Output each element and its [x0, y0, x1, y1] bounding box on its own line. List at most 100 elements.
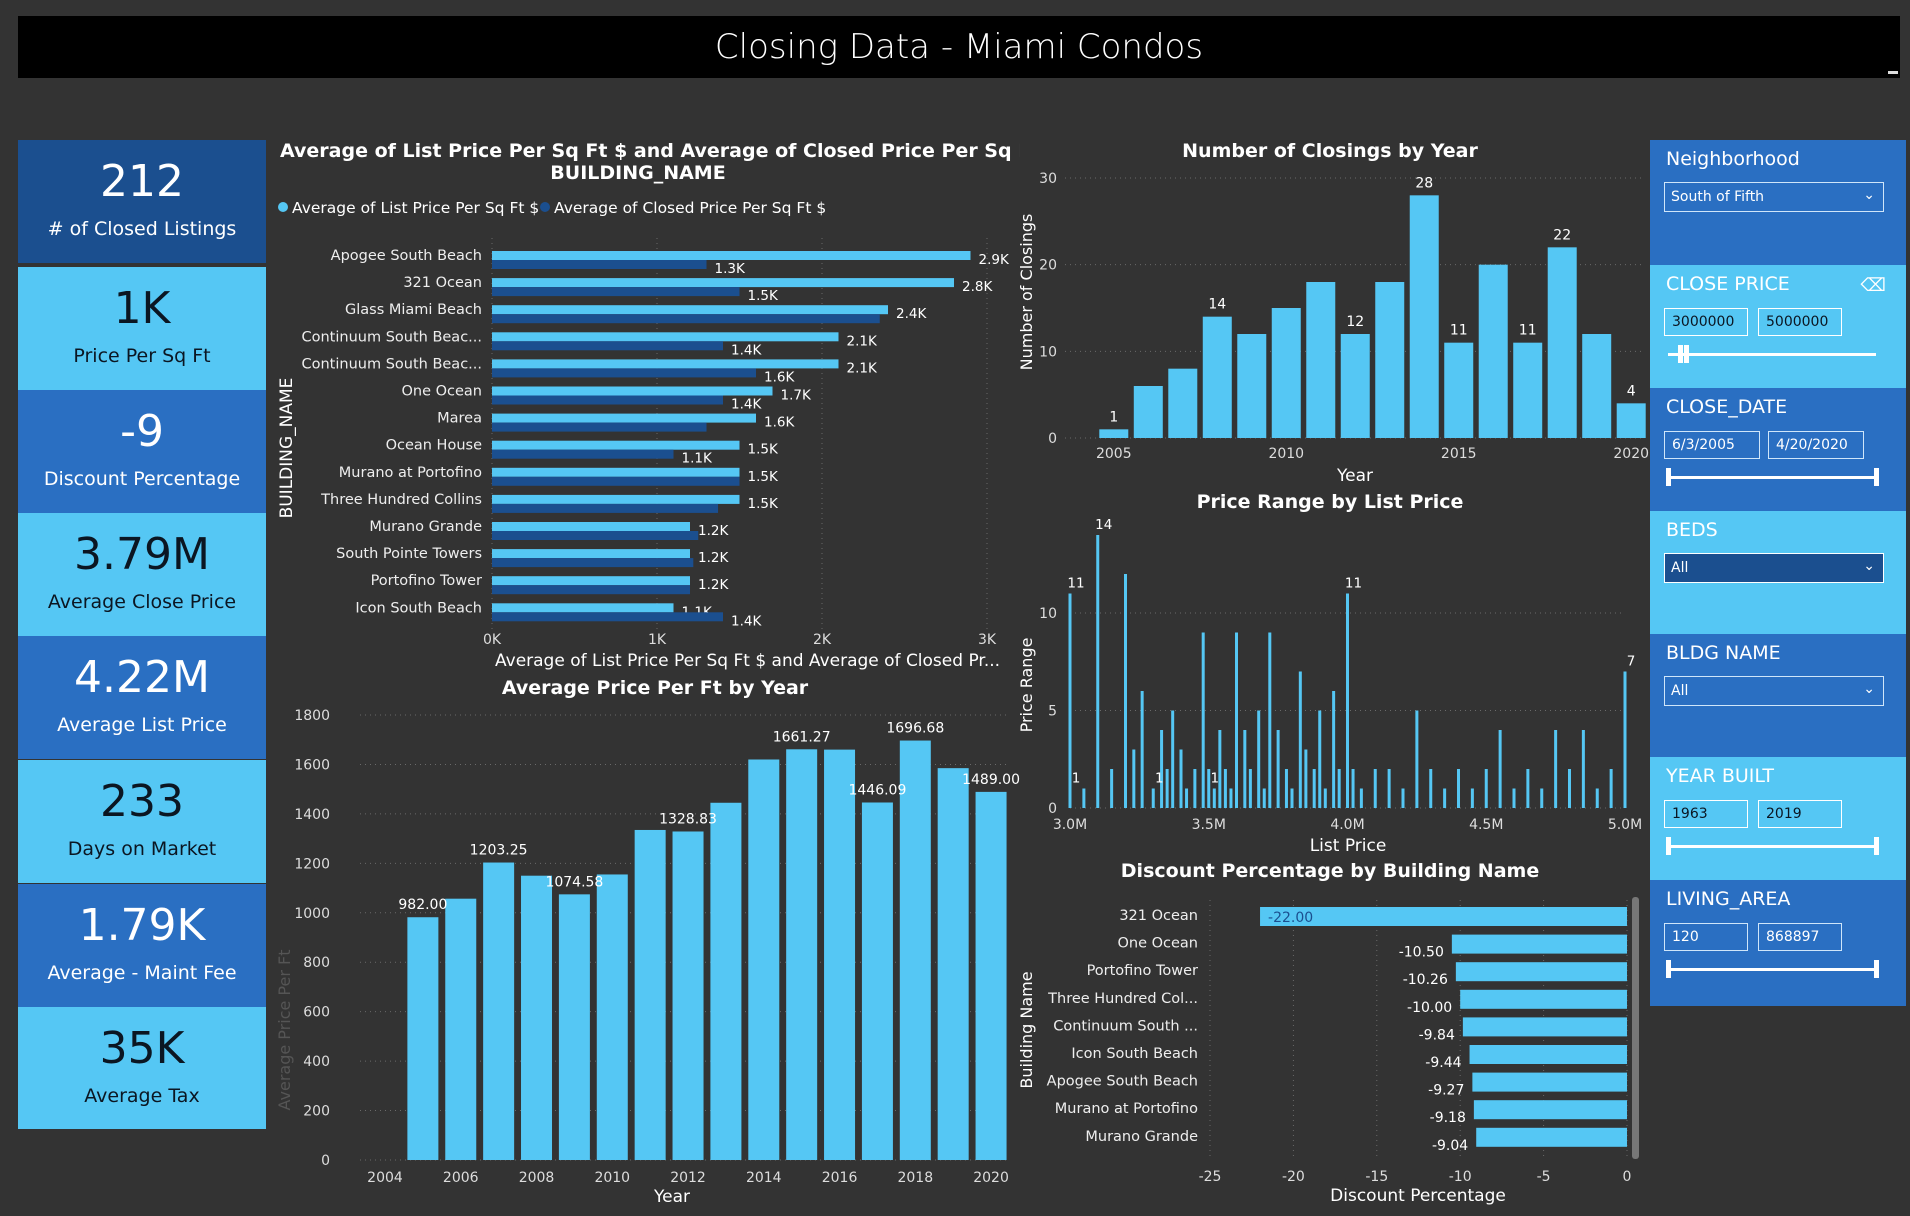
bar — [1218, 730, 1222, 808]
bar — [492, 287, 740, 297]
bar — [492, 449, 674, 459]
range-track[interactable] — [1668, 968, 1876, 971]
data-label: -9.44 — [1425, 1055, 1461, 1071]
y-tick-label: 600 — [303, 1005, 330, 1021]
bar — [710, 802, 742, 1160]
beds-dropdown[interactable]: All ⌄ — [1664, 553, 1884, 583]
x-tick-label: 4.5M — [1469, 817, 1503, 833]
range-handle-min[interactable] — [1666, 960, 1671, 978]
close-price-min-input[interactable]: 3000000 — [1664, 308, 1748, 336]
range-handle-min[interactable] — [1666, 837, 1671, 855]
range-handle-min[interactable] — [1678, 345, 1683, 363]
y-tick-label: 0 — [321, 1153, 330, 1169]
category-label: One Ocean — [1117, 936, 1198, 952]
close-date-start-input[interactable]: 6/3/2005 — [1664, 431, 1760, 459]
x-axis-label: Year — [653, 1187, 690, 1207]
legend-label: Average of Closed Price Per Sq Ft $ — [554, 199, 826, 217]
bar — [1409, 195, 1439, 438]
living-area-min-input[interactable]: 120 — [1664, 923, 1748, 951]
y-tick-label: 200 — [303, 1104, 330, 1120]
category-label: 321 Ocean — [1119, 908, 1198, 924]
bar — [1306, 282, 1336, 438]
data-label: -22.00 — [1268, 910, 1313, 926]
chevron-down-icon[interactable]: ⌄ — [1863, 558, 1875, 574]
gridlines — [491, 238, 988, 630]
bar — [492, 603, 674, 613]
category-label: Apogee South Beach — [1047, 1074, 1198, 1090]
eraser-icon[interactable]: ⌫ — [1860, 275, 1886, 296]
slicer-title: LIVING_AREA — [1666, 888, 1791, 910]
range-handle-max[interactable] — [1684, 345, 1689, 363]
bar — [1444, 342, 1474, 438]
legend-label: Average of List Price Per Sq Ft $ — [292, 199, 539, 217]
kpi-value: 1.79K — [78, 900, 206, 951]
bar — [1373, 769, 1377, 808]
y-tick-label: 5 — [1048, 704, 1057, 720]
bar — [492, 494, 740, 504]
range-track[interactable] — [1668, 353, 1876, 356]
close-price-max-input[interactable]: 5000000 — [1758, 308, 1842, 336]
range-handle-max[interactable] — [1874, 837, 1879, 855]
bar — [1469, 1045, 1627, 1064]
bar — [492, 341, 723, 351]
bar — [1229, 788, 1233, 808]
bar — [786, 749, 818, 1160]
data-label: 11 — [1450, 323, 1468, 339]
living-area-slicer: LIVING_AREA 120 868897 — [1650, 880, 1906, 1003]
kpi-average-list-price: 4.22M Average List Price — [18, 636, 266, 759]
category-label: Murano at Portofino — [339, 465, 482, 481]
x-tick-label: 2012 — [670, 1170, 706, 1186]
bar — [492, 368, 756, 378]
bar — [492, 531, 699, 540]
living-area-max-input[interactable]: 868897 — [1758, 923, 1842, 951]
category-label: Murano Grande — [369, 519, 482, 535]
bar — [492, 522, 690, 531]
bar — [1290, 788, 1294, 808]
category-label: Continuum South Beac... — [301, 329, 482, 345]
legend-marker — [278, 202, 288, 212]
range-track[interactable] — [1668, 845, 1876, 848]
category-label: Apogee South Beach — [331, 248, 482, 264]
range-handle-min[interactable] — [1666, 468, 1671, 486]
bar — [1351, 769, 1355, 808]
category-label: Portofino Tower — [1087, 963, 1198, 979]
x-tick-label: 2005 — [1096, 446, 1132, 462]
bar — [1201, 632, 1205, 808]
bar-series — [407, 740, 1007, 1160]
range-track[interactable] — [1668, 476, 1876, 479]
chevron-down-icon[interactable]: ⌄ — [1863, 681, 1875, 697]
y-tick-labels: 0 10 20 30 — [1039, 171, 1057, 447]
close-date-end-input[interactable]: 4/20/2020 — [1768, 431, 1864, 459]
scrollbar[interactable] — [1632, 897, 1639, 1159]
bar — [1165, 769, 1169, 808]
year-built-max-input[interactable]: 2019 — [1758, 800, 1842, 828]
neighborhood-dropdown[interactable]: South of Fifth ⌄ — [1664, 182, 1884, 212]
category-label: Three Hundred Col... — [1047, 991, 1198, 1007]
category-label: Ocean House — [386, 438, 483, 454]
bar — [492, 576, 690, 586]
bar — [1193, 769, 1197, 808]
bar — [492, 440, 740, 450]
dropdown-value: South of Fifth — [1671, 189, 1765, 205]
y-axis-label: BUILDING_NAME — [277, 378, 297, 519]
category-label: Glass Miami Beach — [345, 302, 482, 318]
bar — [1451, 934, 1627, 954]
range-handle-max[interactable] — [1874, 468, 1879, 486]
minimize-icon[interactable] — [1888, 71, 1898, 74]
range-handle-max[interactable] — [1874, 960, 1879, 978]
year-built-min-input[interactable]: 1963 — [1664, 800, 1748, 828]
bar — [1207, 769, 1211, 808]
x-tick-label: -20 — [1282, 1169, 1305, 1185]
slicer-title: YEAR BUILT — [1666, 765, 1774, 787]
chevron-down-icon[interactable]: ⌄ — [1863, 187, 1875, 203]
kpi-maint-fee: 1.79K Average - Maint Fee — [18, 884, 266, 1007]
data-label: 1.4K — [731, 613, 762, 629]
bldg-name-dropdown[interactable]: All ⌄ — [1664, 676, 1884, 706]
kpi-value: 233 — [100, 776, 184, 827]
bar — [1133, 386, 1163, 438]
bar — [1262, 788, 1266, 808]
bar — [1284, 769, 1288, 808]
data-label: 1.4K — [731, 397, 762, 413]
bar — [899, 740, 931, 1160]
